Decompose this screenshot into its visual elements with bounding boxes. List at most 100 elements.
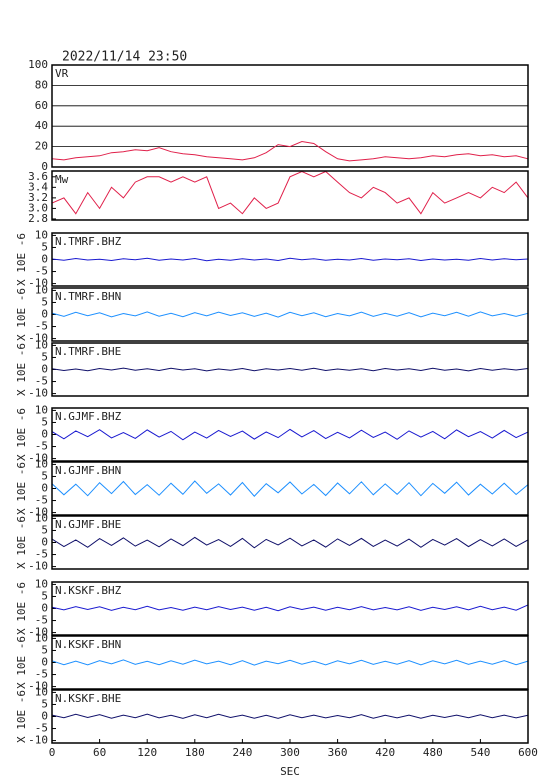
y-tick-label: -5 [35, 722, 48, 735]
y-tick-label: -10 [28, 560, 48, 573]
y-tick-label: 0 [41, 363, 48, 376]
y-tick-label: -5 [35, 614, 48, 627]
panel-label: N.KSKF.BHN [55, 638, 121, 651]
panel-label: N.GJMF.BHZ [55, 410, 122, 423]
y-tick-label: 3.6 [28, 170, 48, 183]
x-tick-label: 60 [93, 746, 106, 759]
y-tick-label: 10 [35, 338, 48, 351]
y-tick-label: 80 [35, 78, 48, 91]
y-tick-label: -10 [28, 734, 48, 747]
panel-frame [51, 232, 529, 287]
y-tick-label: 100 [28, 58, 48, 71]
y-tick-label: 0 [41, 536, 48, 549]
y-tick-label: 5 [41, 589, 48, 602]
series-line [51, 428, 529, 441]
panel-frame [51, 170, 529, 221]
y-tick-label: 0 [41, 710, 48, 723]
y-tick-label: -10 [28, 387, 48, 400]
series-line [51, 713, 529, 719]
x-tick-label: 0 [49, 746, 56, 759]
y-tick-label: -5 [35, 265, 48, 278]
y-tick-label: 40 [35, 119, 48, 132]
y-axis-label: X 10E -6 [15, 288, 28, 341]
x-tick-label: 120 [137, 746, 157, 759]
y-tick-label: 0 [41, 482, 48, 495]
series-line [51, 311, 529, 318]
series-line [51, 367, 529, 372]
panel-frame [51, 342, 529, 397]
series-line [51, 257, 529, 262]
x-axis-label: SEC [280, 765, 300, 778]
series-line [51, 170, 529, 215]
panel-label: N.TMRF.BHN [55, 290, 121, 303]
y-tick-label: 5 [41, 240, 48, 253]
y-tick-label: 5 [41, 469, 48, 482]
panel-frame [51, 581, 529, 636]
y-tick-label: 10 [35, 457, 48, 470]
y-tick-label: 10 [35, 403, 48, 416]
y-axis-label: X 10E -6 [15, 343, 28, 396]
x-tick-label: 480 [423, 746, 443, 759]
y-tick-label: 0 [41, 656, 48, 669]
y-tick-label: 0 [41, 253, 48, 266]
chart-title: 2022/11/14 23:50 [62, 50, 187, 65]
series-line [51, 140, 529, 162]
y-tick-label: 5 [41, 350, 48, 363]
y-axis-label: X 10E -6 [15, 408, 28, 461]
panel-label: N.KSKF.BHE [55, 692, 121, 705]
y-tick-label: 10 [35, 577, 48, 590]
y-tick-label: -10 [28, 626, 48, 639]
y-tick-label: 2.8 [28, 212, 48, 225]
panel-label: VR [55, 67, 69, 80]
x-tick-label: 420 [375, 746, 395, 759]
y-tick-label: -5 [35, 668, 48, 681]
y-tick-label: -5 [35, 320, 48, 333]
y-axis-label: X 10E -6 [15, 462, 28, 515]
y-axis-label: X 10E -6 [15, 516, 28, 569]
series-line [51, 604, 529, 612]
y-tick-label: 5 [41, 415, 48, 428]
y-tick-label: 5 [41, 523, 48, 536]
y-tick-label: 3.4 [28, 180, 48, 193]
y-tick-label: 0 [41, 602, 48, 615]
y-tick-label: -10 [28, 506, 48, 519]
panel-label: Mw [55, 173, 69, 186]
panel-frame [51, 461, 529, 516]
y-tick-label: -5 [35, 440, 48, 453]
y-tick-label: 5 [41, 697, 48, 710]
x-tick-label: 540 [470, 746, 490, 759]
panel-frame [51, 64, 529, 168]
y-tick-label: 10 [35, 631, 48, 644]
y-tick-label: 0 [41, 160, 48, 173]
y-tick-label: -10 [28, 332, 48, 345]
panel-frame [51, 635, 529, 690]
panel-label: N.KSKF.BHZ [55, 584, 122, 597]
series-line [51, 480, 529, 497]
panel-frame [51, 407, 529, 462]
x-tick-label: 360 [328, 746, 348, 759]
panel-frame [51, 689, 529, 744]
y-tick-label: -10 [28, 680, 48, 693]
y-tick-label: 0 [41, 428, 48, 441]
y-tick-label: -10 [28, 277, 48, 290]
panel-label: N.GJMF.BHE [55, 518, 121, 531]
y-tick-label: 20 [35, 140, 48, 153]
y-axis-label: X 10E -6 [15, 690, 28, 743]
panel-label: N.TMRF.BHZ [55, 235, 122, 248]
y-tick-label: 5 [41, 643, 48, 656]
y-tick-label: 0 [41, 308, 48, 321]
y-tick-label: 10 [35, 685, 48, 698]
panel-frame [51, 287, 529, 342]
series-line [51, 659, 529, 666]
y-axis-label: X 10E -6 [15, 233, 28, 286]
y-tick-label: -5 [35, 375, 48, 388]
x-tick-label: 240 [232, 746, 252, 759]
y-tick-label: 60 [35, 99, 48, 112]
y-axis-label: X 10E -6 [15, 636, 28, 689]
y-tick-label: 3.0 [28, 201, 48, 214]
x-tick-label: 180 [185, 746, 205, 759]
x-tick-label: 300 [280, 746, 300, 759]
y-tick-label: 10 [35, 283, 48, 296]
x-tick-label: 600 [518, 746, 538, 759]
panel-label: N.TMRF.BHE [55, 345, 121, 358]
